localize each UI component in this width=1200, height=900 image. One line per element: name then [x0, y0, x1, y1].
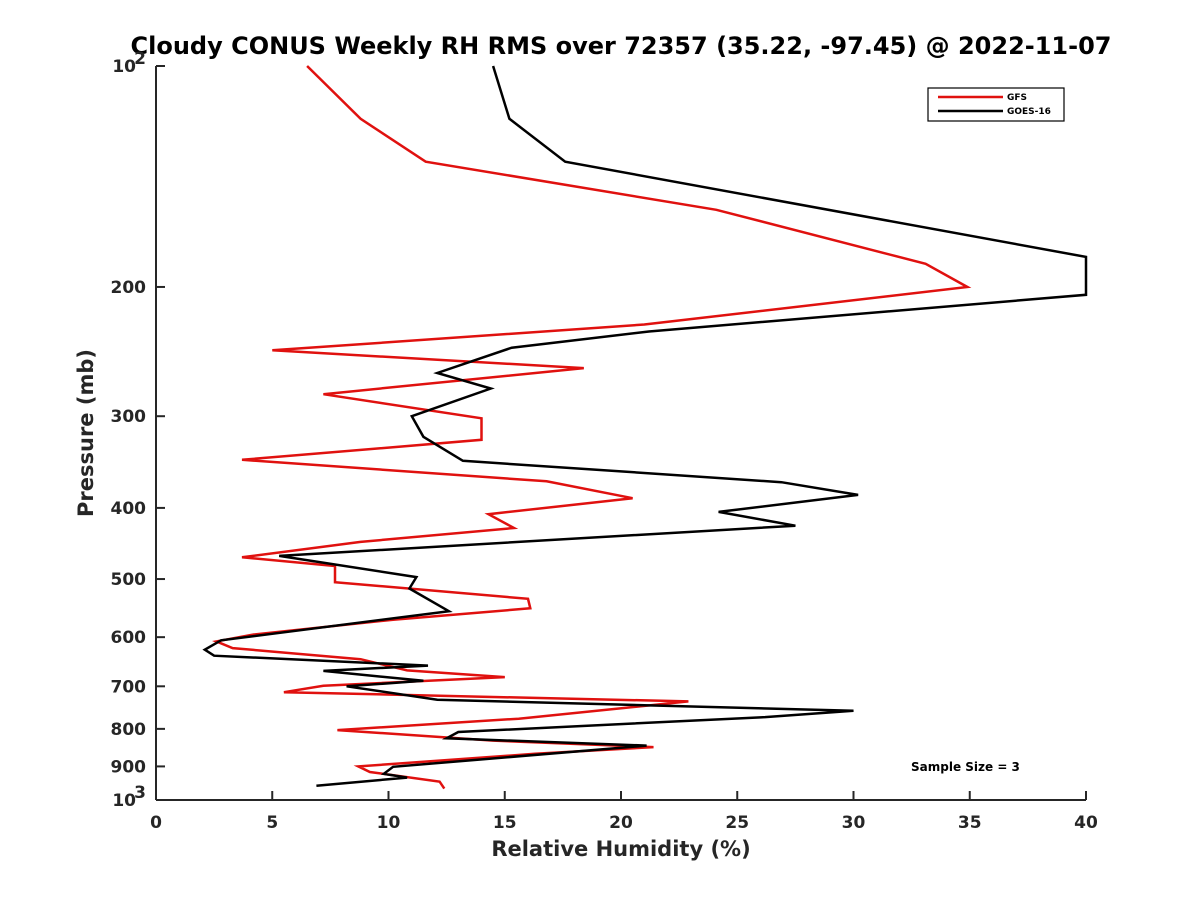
legend-label-gfs: GFS [1007, 93, 1027, 103]
x-tick-label: 40 [1074, 813, 1098, 833]
x-tick-label: 20 [609, 813, 633, 833]
x-tick-label: 30 [842, 813, 866, 833]
series-line-goes-16 [202, 65, 1088, 787]
y-tick-exponent: 2 [134, 49, 146, 69]
y-axis-label: Pressure (mb) [74, 349, 98, 517]
y-tick-exponent: 3 [134, 783, 146, 803]
series-line-gfs [211, 65, 972, 790]
x-tick-label: 35 [958, 813, 982, 833]
x-tick-label: 25 [725, 813, 749, 833]
plot-area: 0 5 10 15 20 25 30 35 40102200300400500600700800… [111, 49, 1098, 833]
axes-layer: 0 5 10 15 20 25 30 35 40102200300400500600700800… [111, 49, 1098, 833]
y-tick-label: 900 [111, 757, 147, 777]
x-tick-label: 5 [266, 813, 278, 833]
legend-label-goes16: GOES-16 [1007, 107, 1051, 117]
series-layer [202, 65, 1088, 790]
chart-title: Cloudy CONUS Weekly RH RMS over 72357 (3… [131, 32, 1112, 60]
y-tick-label: 700 [111, 677, 147, 697]
sample-size-annotation: Sample Size = 3 [911, 760, 1020, 774]
y-tick-label: 300 [111, 407, 147, 427]
y-tick-label: 10 [112, 791, 136, 811]
y-tick-label: 600 [111, 628, 147, 648]
legend: GFS GOES-16 [927, 87, 1065, 122]
y-tick-label: 10 [112, 57, 136, 77]
x-tick-label: 10 [377, 813, 401, 833]
y-tick-label: 400 [111, 499, 147, 519]
x-tick-label: 0 [150, 813, 162, 833]
y-tick-label: 800 [111, 720, 147, 740]
x-axis-label: Relative Humidity (%) [491, 837, 750, 861]
legend-box [927, 87, 1065, 122]
y-tick-label: 200 [111, 278, 147, 298]
y-tick-label: 500 [111, 570, 147, 590]
x-tick-label: 15 [493, 813, 517, 833]
